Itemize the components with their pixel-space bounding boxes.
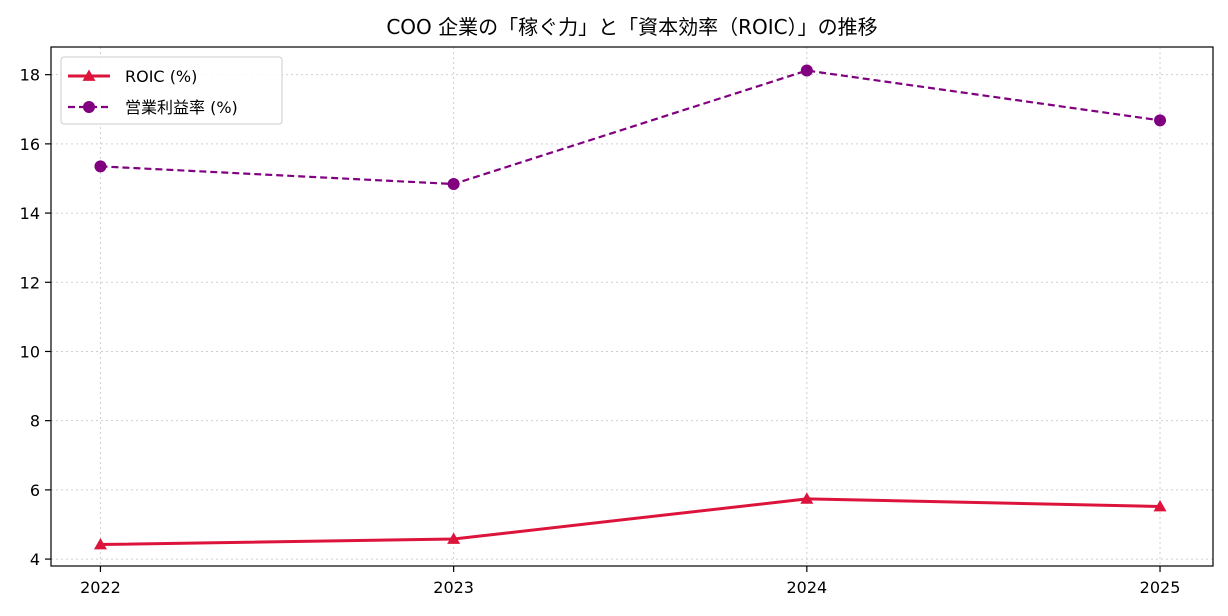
series-line <box>100 69 1161 186</box>
data-point <box>447 532 461 544</box>
legend-item: ROIC (%) <box>68 67 197 86</box>
data-point <box>1154 114 1167 127</box>
legend-item: 営業利益率 (%) <box>68 98 238 117</box>
y-tick-label: 12 <box>20 273 40 292</box>
y-tick-label: 6 <box>30 481 40 500</box>
x-axis: 2022 2023 2024 2025 <box>80 566 1180 597</box>
grid <box>51 47 1213 566</box>
legend: ROIC (%) 営業利益率 (%) <box>60 56 283 125</box>
data-point <box>94 160 107 173</box>
x-tick-label: 2024 <box>786 578 827 597</box>
series-2 <box>94 64 1167 191</box>
data-point <box>800 492 814 504</box>
data-point <box>93 538 107 550</box>
legend-frame <box>60 56 283 125</box>
y-tick-label: 16 <box>20 135 40 154</box>
data-point <box>447 178 460 191</box>
legend-swatch-marker <box>82 69 96 81</box>
y-tick-label: 10 <box>20 342 40 361</box>
plot-frame <box>50 46 1214 567</box>
y-tick-label: 8 <box>30 412 40 431</box>
series-layer <box>93 64 1167 550</box>
legend-label: ROIC (%) <box>125 67 197 86</box>
y-tick-label: 14 <box>20 204 40 223</box>
series-line <box>100 497 1161 547</box>
y-tick-label: 18 <box>20 66 40 85</box>
data-point <box>800 64 813 77</box>
x-tick-label: 2023 <box>433 578 474 597</box>
x-tick-label: 2025 <box>1140 578 1181 597</box>
x-tick-label: 2022 <box>80 578 121 597</box>
series-1 <box>93 492 1167 550</box>
data-point <box>1153 499 1167 512</box>
legend-swatch-marker <box>83 101 95 113</box>
y-axis: 4 6 8 10 12 14 16 18 <box>20 66 51 569</box>
chart-title: COO 企業の「稼ぐ力」と「資本効率（ROIC）」の推移 <box>386 15 877 39</box>
y-tick-label: 4 <box>30 550 40 569</box>
legend-label: 営業利益率 (%) <box>125 98 238 117</box>
